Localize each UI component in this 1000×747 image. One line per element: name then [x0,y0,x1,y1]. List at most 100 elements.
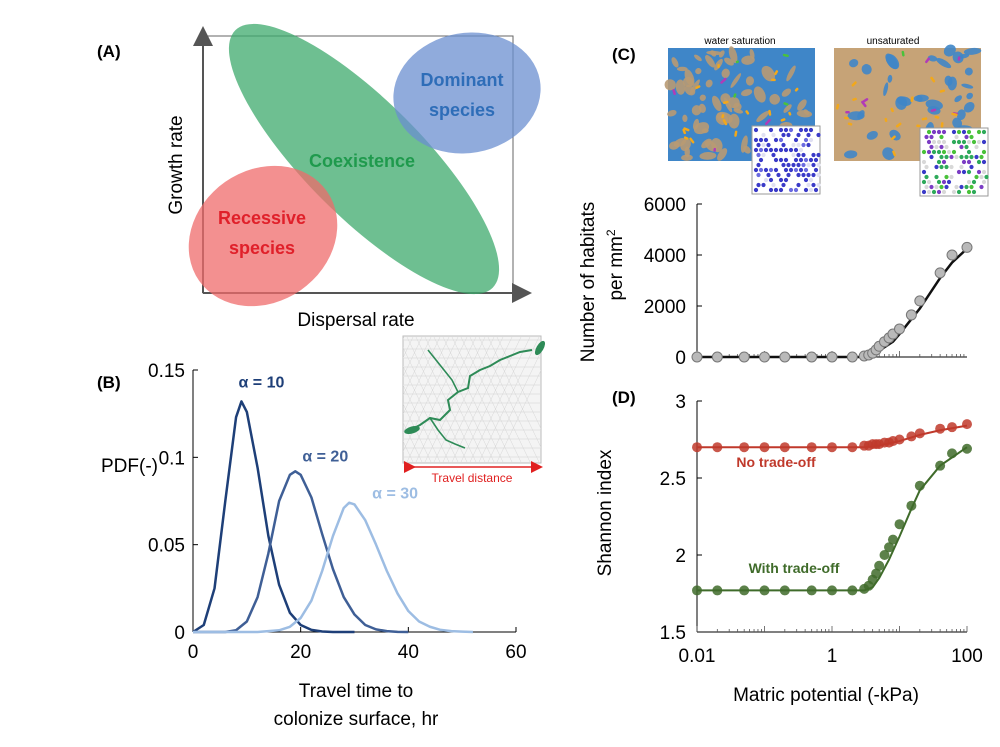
soil-grain [745,76,754,86]
hex-habitat [939,164,944,170]
hex-habitat [771,182,776,188]
hex-habitat [929,144,934,150]
shannon-point-1 [847,442,858,453]
hex-habitat [808,157,814,163]
hex-habitat [796,162,801,168]
hex-habitat [926,139,932,145]
hex-habitat [768,147,774,153]
soil-grain [797,99,807,111]
pdf-axis-label: PDF(-) [101,456,158,477]
hex-habitat [946,179,952,185]
hex-habitat [761,182,766,188]
unsaturated-image [834,44,989,197]
bacterial-cell [672,89,676,96]
soil-grain [705,79,713,88]
water-saturation-title: water saturation [703,36,775,47]
hex-habitat [964,184,969,190]
hex-habitat [791,142,796,148]
panel-d-axes: 1.5 2 2.5 3 0.01 1 100 [660,392,983,667]
pdf-series-label-3: α = 30 [372,486,418,503]
hex-habitat [803,177,809,183]
hex-habitat [771,132,776,138]
hex-habitat [929,184,934,190]
lattice-diag [403,336,423,378]
hex-habitat [976,129,982,135]
soil-grain [913,94,929,102]
hex-habitat [793,137,799,143]
hex-habitat [816,162,821,168]
hex-habitat [966,159,972,165]
lattice-diag [403,336,405,340]
bacterial-cell [930,108,937,112]
pdf-curve-2 [193,470,409,634]
hex-habitat [981,139,987,145]
shannon-point-2 [947,448,958,459]
with-tradeoff-label: With trade-off [749,560,840,576]
bacterial-cell [682,128,687,135]
bacterial-cell [862,98,869,103]
hex-habitat [956,169,962,175]
panel-c-data [691,241,973,363]
hex-habitat [808,177,814,183]
hex-habitat [949,154,954,160]
hex-habitat [773,157,779,163]
hex-habitat [798,147,804,153]
soil-grain [781,88,792,97]
bacterial-cell [722,100,729,105]
lattice-diag [403,336,432,396]
bacterial-cell [683,127,690,132]
habitats-point [738,351,750,363]
soil-grain [883,82,889,97]
hex-habitat [811,172,816,178]
soil-grain [849,59,859,68]
shannon-axis-label: Shannon index [595,449,616,576]
hex-habitat [949,164,954,170]
hex-habitat [934,164,939,170]
lattice-diag [451,336,513,463]
hex-habitat [941,139,947,145]
hex-habitat [803,157,809,163]
hex-habitat [959,144,964,150]
hex-habitat [801,152,806,158]
hex-habitat [981,169,987,175]
soil-grain [803,109,810,115]
hex-habitat [956,189,962,195]
hex-habitat [791,162,796,168]
shannon-point-2 [827,585,837,596]
bacterial-cell [689,137,695,144]
shannon-point-2 [712,585,723,596]
hex-habitat [793,187,799,193]
soil-grain [694,54,702,62]
hex-habitat [756,172,761,178]
habitats-point [946,249,958,261]
habitats-point [846,351,858,363]
soil-grain [887,74,893,83]
panel-d: (D) Shannon index 1.5 2 2.5 3 0.01 1 100 No tr… [595,388,983,706]
lattice-diag [460,336,522,463]
hex-habitat [981,159,987,165]
hex-habitat [816,182,821,188]
hex-habitat [984,174,989,180]
hex-habitat [776,172,781,178]
hex-habitat [763,147,769,153]
habitats-point [711,351,723,363]
hex-habitat [961,169,967,175]
hex-habitat [966,179,972,185]
hex-habitat [806,182,811,188]
hex-habitat [966,169,972,175]
hex-habitat [944,174,949,180]
unsat-hex-pattern [921,129,989,195]
shannon-point-1 [947,422,958,433]
hex-habitat [964,134,969,140]
soil-grain [718,50,725,58]
hex-habitat [796,172,801,178]
hex-habitat [761,152,766,158]
hex-habitat [788,167,794,173]
unsaturated-title: unsaturated [867,36,920,47]
no-tradeoff-label: No trade-off [736,454,816,470]
soil-grain [885,53,898,70]
hex-habitat [778,187,784,193]
hex-habitat [773,137,779,143]
hex-habitat [979,154,984,160]
soil-grain [756,111,769,122]
